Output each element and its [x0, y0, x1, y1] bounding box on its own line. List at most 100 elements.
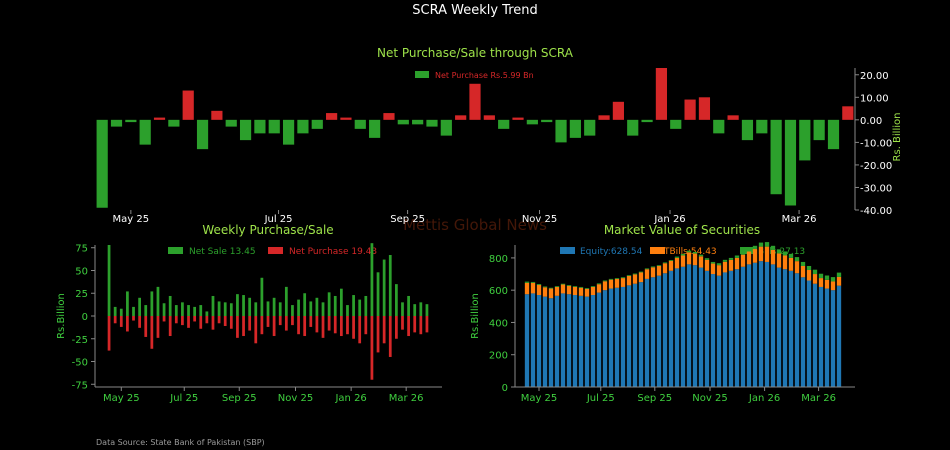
net-sale-bar [358, 299, 362, 316]
tbills-bar [584, 288, 590, 297]
net-purchase-bar [248, 316, 252, 331]
tbills-bar [596, 284, 602, 293]
tbills-bar [632, 274, 638, 284]
equity-bar [638, 282, 644, 387]
net-sale-bar [254, 302, 258, 316]
y-tick-label: 20.00 [860, 71, 889, 82]
tbills-bar [716, 265, 722, 276]
bills-bar [548, 287, 554, 289]
x-tick-label: May 25 [521, 393, 558, 404]
y-tick-label: -50 [72, 358, 88, 369]
tbills-bar [746, 251, 752, 265]
bills-bar [836, 272, 842, 277]
net-sale-bar [236, 294, 239, 316]
tbills-bar [782, 255, 788, 270]
net-purchase-bar [168, 316, 172, 337]
net-sale-bar [272, 297, 276, 316]
bills-bar [566, 285, 572, 286]
equity-bar [602, 290, 608, 387]
net-bar [698, 97, 711, 120]
net-purchase-bar [291, 316, 294, 326]
tbills-bar [758, 246, 764, 262]
equity-bar [608, 288, 614, 387]
net-bar [555, 119, 567, 143]
net-purchase-bar [217, 316, 221, 324]
net-bar [655, 68, 668, 120]
net-sale-bar [413, 304, 417, 316]
bills-bar [782, 251, 788, 256]
equity-bar [758, 261, 764, 387]
tbills-bar [542, 287, 548, 297]
bills-bar [650, 266, 656, 268]
net-purchase-bar [199, 316, 203, 329]
net-bar [741, 119, 754, 141]
tbills-bar [644, 269, 650, 279]
net-purchase-bar [156, 316, 160, 338]
x-tick-label: Jan 26 [653, 214, 685, 225]
net-bar [239, 119, 252, 141]
tbills-bar [818, 278, 824, 287]
bills-bar [662, 262, 668, 264]
net-bar [483, 115, 495, 120]
net-purchase-bar [266, 316, 270, 327]
tbills-bar [572, 286, 578, 296]
top-legend-label: Net Purchase Rs.5.99 Bn [435, 71, 534, 80]
bills-bar [602, 280, 608, 282]
net-purchase-bar [388, 316, 392, 357]
net-sale-bar [382, 259, 386, 316]
net-bar [541, 119, 553, 123]
equity-legend-label: Equity:628.54 [580, 247, 643, 257]
equity-bar [836, 285, 842, 387]
net-purchase-bar [419, 316, 423, 335]
tbills-bar [836, 276, 842, 286]
net-bar [627, 119, 639, 136]
bills-bar [578, 286, 584, 288]
tbills-bar [704, 259, 710, 271]
tbills-bar [686, 252, 692, 265]
equity-bar [740, 266, 746, 387]
y-tick-label: -25 [72, 335, 88, 346]
net-purchase-bar [413, 316, 417, 333]
net-sale-bar [211, 295, 215, 316]
equity-bar [614, 287, 620, 387]
tbills-bar [662, 263, 668, 274]
net-purchase-bar [339, 316, 343, 337]
equity-bar [800, 277, 806, 387]
x-tick-label: Jan 26 [334, 393, 366, 404]
net-bar [397, 119, 409, 125]
net-purchase-bar [107, 316, 111, 351]
bills-bar [824, 275, 830, 280]
net-sale-bar [229, 303, 233, 316]
equity-bar [752, 262, 758, 387]
net-sale-bar [138, 297, 141, 316]
net-sale-bar [181, 302, 184, 316]
net-purchase-bar [242, 316, 245, 337]
equity-bar [596, 292, 602, 387]
net-purchase-legend-label: Net Purchase 19.43 [289, 247, 377, 257]
dashboard-title: SCRA Weekly Trend [412, 3, 538, 18]
net-sale-bar [315, 297, 319, 316]
net-purchase-bar [401, 316, 404, 330]
net-sale-bar [223, 302, 227, 316]
net-bar [139, 119, 151, 145]
y-tick-label: -75 [72, 380, 88, 391]
tbills-bar [578, 287, 584, 296]
bills-bar [734, 255, 740, 258]
net-bar [426, 119, 438, 127]
y-tick-label: -40.00 [860, 206, 892, 217]
net-purchase-bar [113, 316, 117, 324]
net-bar [799, 119, 811, 161]
equity-bar [578, 295, 584, 387]
equity-bar [788, 270, 794, 387]
net-purchase-bar [333, 316, 337, 334]
equity-bar [692, 265, 698, 387]
bills-bar [722, 259, 728, 262]
tbills-bar [710, 263, 716, 275]
net-sale-bar [284, 286, 288, 316]
bills-bar [620, 277, 626, 279]
bills-bar [818, 273, 824, 279]
net-sale-legend-label: Net Sale 13.45 [189, 247, 256, 257]
bills-bar [542, 286, 548, 288]
net-sale-bar [242, 295, 245, 316]
tbills-bar [794, 261, 800, 274]
